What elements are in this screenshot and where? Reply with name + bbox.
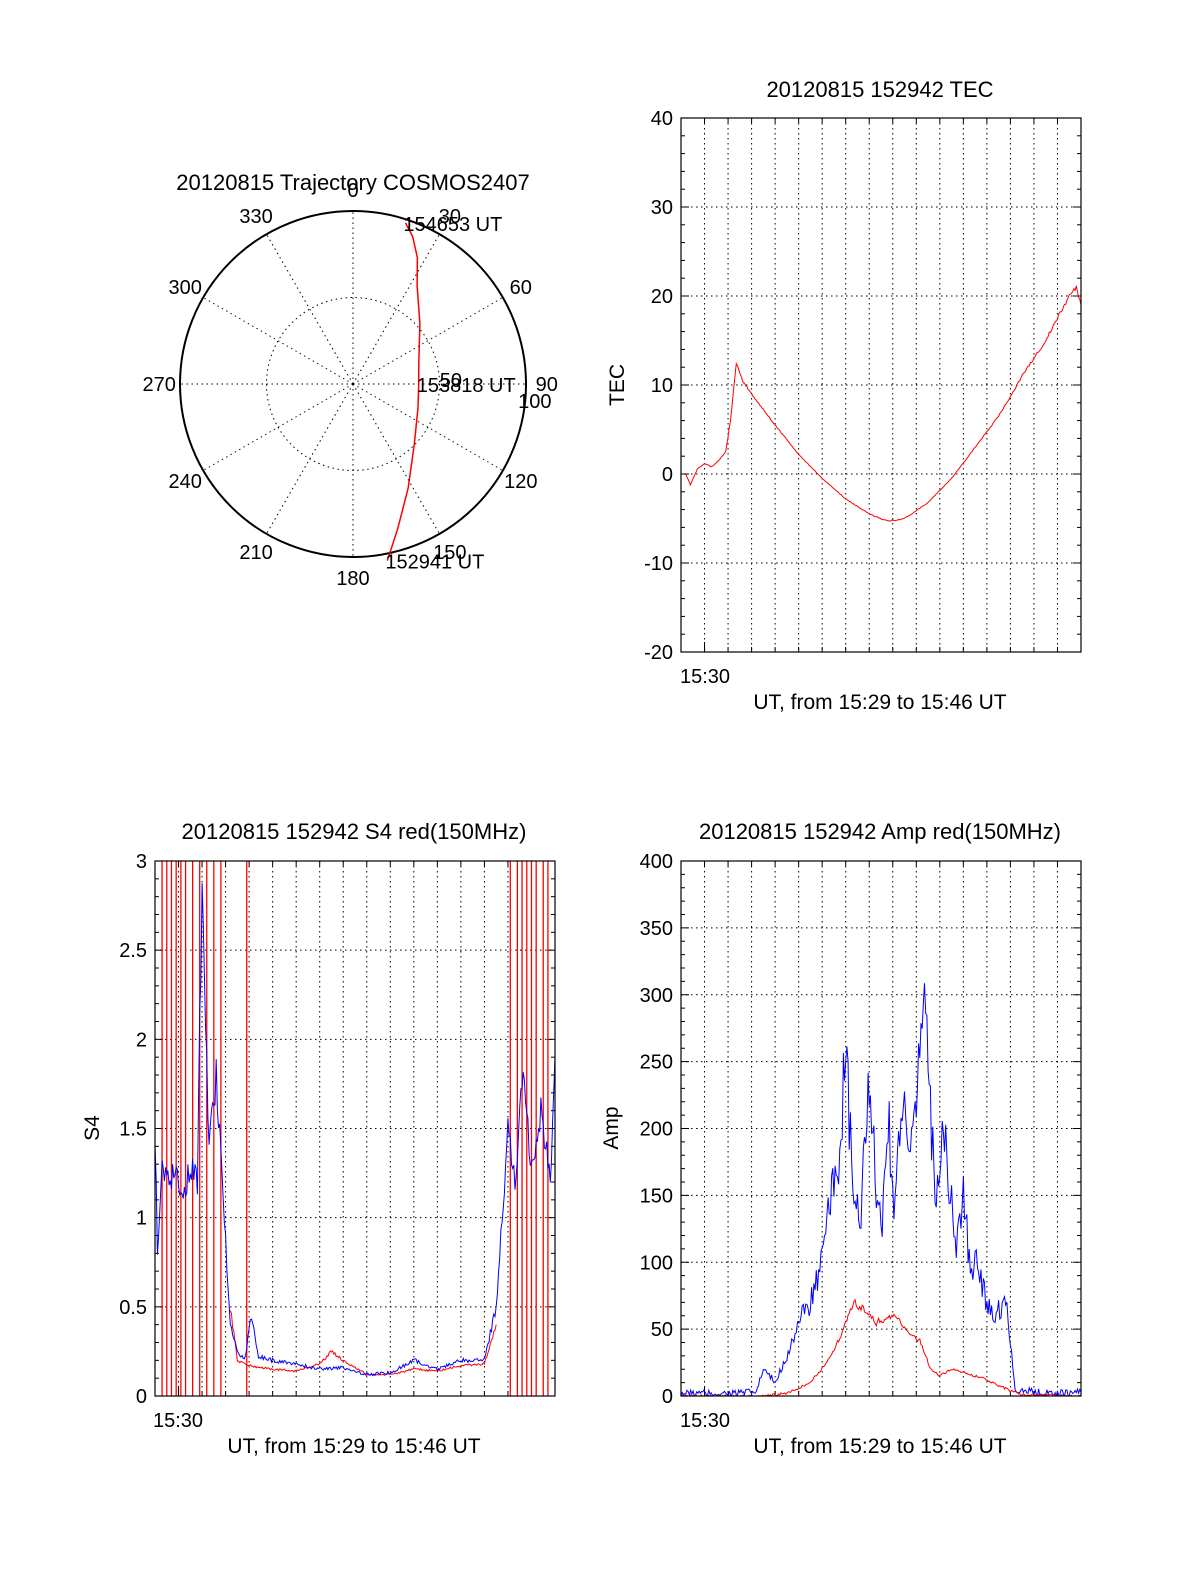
polar-trajectory-line xyxy=(386,222,421,561)
polar-angle-label: 0 xyxy=(347,180,358,202)
y-tick-label: 10 xyxy=(651,375,673,397)
series-line xyxy=(229,1310,497,1377)
y-tick-label: -20 xyxy=(644,642,673,664)
s4-ylabel: S4 xyxy=(81,1115,104,1141)
series-line xyxy=(155,883,555,1377)
polar-spoke xyxy=(352,383,504,471)
y-tick-label: 30 xyxy=(651,197,673,219)
series-group xyxy=(685,285,1081,522)
polar-time-annotation: 152941 UT xyxy=(385,552,484,574)
y-tick-label: 200 xyxy=(640,1119,673,1141)
tec-xlabel: UT, from 15:29 to 15:46 UT xyxy=(753,691,1006,714)
series-group xyxy=(681,983,1081,1396)
plot-area-1: -20 -10 0 10 20 30 40 xyxy=(644,108,1082,664)
amp-ylabel: Amp xyxy=(600,1106,623,1149)
y-tick-label: 150 xyxy=(640,1185,673,1207)
polar-radial-label: 100 xyxy=(518,391,551,413)
y-tick-label: 2 xyxy=(136,1029,147,1051)
polar-angle-label: 300 xyxy=(169,277,202,299)
polar-angle-label: 120 xyxy=(504,471,537,493)
y-tick-label: 1.5 xyxy=(119,1119,147,1141)
polar-grid xyxy=(179,210,527,558)
polar-spoke xyxy=(352,233,440,385)
s4-xtick-label: 15:30 xyxy=(153,1410,203,1432)
amp-panel: 20120815 152942 Amp red(150MHz) Amp UT, … xyxy=(600,819,1061,1458)
polar-angle-label: 180 xyxy=(336,568,369,590)
tec-title: 20120815 152942 TEC xyxy=(766,77,993,102)
y-tick-label: 0 xyxy=(662,1386,673,1408)
y-tick-label: -10 xyxy=(644,553,673,575)
grid-lines xyxy=(681,118,1081,652)
y-tick-label: 3 xyxy=(136,851,147,873)
series-group xyxy=(155,861,555,1396)
polar-title: 20120815 Trajectory COSMOS2407 xyxy=(176,170,529,195)
polar-angle-label: 30 xyxy=(439,206,461,228)
y-tick-label: 50 xyxy=(651,1319,673,1341)
y-tick-label: 250 xyxy=(640,1052,673,1074)
plot-area-3: 0 50 100 150 200 250 300 350 400 xyxy=(640,851,1082,1408)
series-line xyxy=(681,983,1081,1396)
series-line xyxy=(681,1298,1081,1396)
polar-spoke xyxy=(266,233,354,385)
polar-spoke xyxy=(202,383,354,471)
polar-angle-label: 210 xyxy=(239,542,272,564)
grid-lines xyxy=(681,861,1081,1396)
amp-xtick-label: 15:30 xyxy=(680,1410,730,1432)
y-tick-label: 40 xyxy=(651,108,673,130)
polar-radial-label: 50 xyxy=(440,370,462,392)
plot-area-2: 0 0.5 1 1.5 2 2.5 3 xyxy=(119,851,556,1408)
y-tick-label: 0 xyxy=(662,464,673,486)
polar-series xyxy=(386,222,421,561)
y-tick-label: 100 xyxy=(640,1252,673,1274)
plot-frame xyxy=(154,860,556,1397)
amp-xlabel: UT, from 15:29 to 15:46 UT xyxy=(753,1435,1006,1458)
y-tick-label: 2.5 xyxy=(119,940,147,962)
s4-xlabel: UT, from 15:29 to 15:46 UT xyxy=(227,1435,480,1458)
polar-time-annotation: 154653 UT xyxy=(403,214,502,236)
polar-radial-labels: 50 100 xyxy=(440,370,552,413)
polar-angle-label: 150 xyxy=(433,542,466,564)
y-tick-label: 400 xyxy=(640,851,673,873)
polar-angle-label: 240 xyxy=(169,471,202,493)
polar-spoke xyxy=(352,383,440,535)
polar-outer-circle xyxy=(179,210,527,558)
polar-time-annotation: 153818 UT xyxy=(417,375,516,397)
y-tick-label: 0 xyxy=(136,1386,147,1408)
y-tick-label: 20 xyxy=(651,286,673,308)
polar-spoke xyxy=(202,297,354,385)
polar-trajectory-panel: 20120815 Trajectory COSMOS2407 0 30 60 90 12… xyxy=(143,170,558,590)
amp-title: 20120815 152942 Amp red(150MHz) xyxy=(699,819,1061,844)
s4-title: 20120815 152942 S4 red(150MHz) xyxy=(182,819,527,844)
series-line xyxy=(685,285,1081,522)
tec-xtick-label: 15:30 xyxy=(680,666,730,688)
polar-annotations: 154653 UT 153818 UT 152941 UT xyxy=(385,214,515,574)
polar-spoke xyxy=(266,383,354,535)
polar-spoke xyxy=(352,297,504,385)
polar-angle-label: 60 xyxy=(510,277,532,299)
y-tick-label: 1 xyxy=(136,1208,147,1230)
polar-angle-label: 270 xyxy=(143,374,176,396)
plot-frame xyxy=(680,117,1082,653)
s4-panel: 20120815 152942 S4 red(150MHz) S4 UT, fr… xyxy=(81,819,526,1458)
polar-angle-label: 330 xyxy=(239,206,272,228)
tec-panel: 20120815 152942 TEC TEC UT, from 15:29 t… xyxy=(606,77,1007,714)
polar-angle-labels: 0 30 60 90 120 150 180 210 240 270 300 330 xyxy=(143,180,558,590)
polar-angle-label: 90 xyxy=(536,374,558,396)
y-tick-label: 0.5 xyxy=(119,1297,147,1319)
tec-ylabel: TEC xyxy=(606,364,629,406)
plot-frame xyxy=(680,860,1082,1397)
y-tick-label: 300 xyxy=(640,985,673,1007)
y-tick-label: 350 xyxy=(640,918,673,940)
